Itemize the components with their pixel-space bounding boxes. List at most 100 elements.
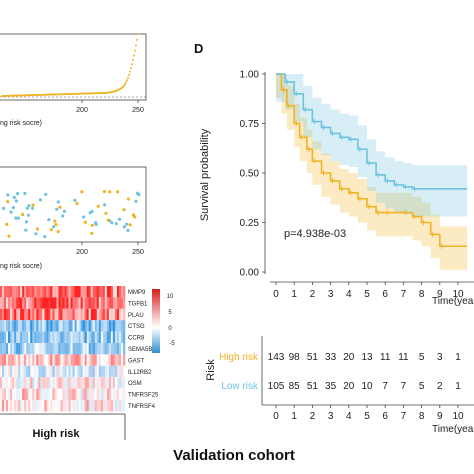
heatmap-cell (12, 400, 15, 412)
heatmap-cell (28, 365, 31, 378)
heatmap-cell (100, 354, 104, 366)
panel-d-label: D (194, 41, 203, 56)
heatmap-cell (60, 320, 63, 332)
heatmap-cell (90, 354, 94, 366)
heatmap-cell (32, 365, 35, 378)
heatmap-cell (110, 286, 114, 298)
heatmap-cell (92, 343, 96, 355)
status-dot (21, 212, 25, 217)
heatmap-cell (100, 320, 104, 332)
heatmap-cell (112, 354, 116, 366)
heatmap-cell (62, 308, 65, 321)
km-x-tick-label: 5 (364, 289, 370, 300)
status-dot (82, 215, 86, 219)
heatmap-scale-bar (152, 289, 160, 353)
heatmap-cell (96, 365, 100, 378)
status-dot (44, 192, 48, 196)
heatmap-cell (44, 388, 47, 400)
risk-table-cell: 1 (455, 381, 461, 392)
heatmap-cell (42, 297, 45, 309)
heatmap-cell (6, 320, 9, 332)
risk-score-point (133, 54, 135, 57)
heatmap-cell (66, 400, 69, 412)
heatmap-cell (18, 400, 21, 412)
heatmap-cell (98, 365, 102, 378)
heatmap-cell (10, 331, 13, 343)
heatmap-cell (48, 377, 51, 389)
heatmap-cell (100, 343, 104, 355)
heatmap-cell (120, 286, 124, 298)
heatmap-cell (74, 331, 77, 343)
heatmap-cell (110, 331, 114, 343)
heatmap-cell (74, 308, 77, 321)
risk-score-point (125, 81, 127, 84)
heatmap-cell (18, 286, 21, 298)
heatmap-cell (34, 400, 37, 412)
heatmap-cell (64, 286, 67, 298)
status-dot (6, 200, 10, 204)
risk-table-cell: 98 (289, 352, 301, 363)
heatmap-cell (38, 400, 41, 412)
heatmap-cell (2, 331, 5, 343)
km-x-tick-label: 6 (382, 289, 388, 300)
heatmap-gene-label: CCR8 (128, 336, 145, 342)
heatmap-cell (62, 286, 65, 298)
heatmap-cell (80, 354, 83, 366)
heatmap-cell (92, 388, 96, 400)
heatmap-cell (122, 286, 126, 298)
heatmap-cell (28, 377, 31, 389)
heatmap-cell (26, 331, 29, 343)
heatmap-cell (122, 377, 126, 389)
heatmap-gene-label: PLAU (128, 313, 144, 319)
heatmap-cell (52, 331, 55, 343)
heatmap-cell (68, 297, 71, 309)
heatmap-cell (80, 308, 83, 321)
heatmap-cell (104, 286, 108, 298)
heatmap-cell (20, 297, 23, 309)
heatmap-cell (10, 308, 13, 321)
heatmap-cell (76, 400, 79, 412)
heatmap-cell (58, 286, 61, 298)
heatmap-cell (118, 354, 122, 366)
heatmap-cell (54, 343, 57, 355)
risk-table-x-tick-label: 10 (452, 411, 464, 422)
heatmap-cell (122, 343, 126, 355)
heatmap-cell (72, 286, 75, 298)
heatmap-cell (32, 297, 35, 309)
heatmap-cell (44, 377, 47, 389)
heatmap-cell (24, 297, 27, 309)
heatmap-cell (122, 354, 126, 366)
heatmap-cell (58, 354, 61, 366)
heatmap-cell (112, 297, 116, 309)
risk-table-cell: 11 (398, 352, 409, 363)
heatmap-cell (2, 354, 5, 366)
heatmap-cell (122, 297, 126, 309)
heatmap-cell (16, 377, 19, 389)
heatmap-cell (46, 400, 49, 412)
heatmap-cell (62, 400, 65, 412)
heatmap-cell (24, 343, 27, 355)
heatmap-cell (36, 320, 39, 332)
heatmap-cell (2, 343, 5, 355)
km-ylabel: Survival probability (199, 128, 211, 221)
heatmap-cell (68, 343, 71, 355)
heatmap-cell (42, 400, 45, 412)
heatmap-cell (32, 400, 35, 412)
risk-table-cell: 51 (307, 352, 319, 363)
heatmap-cell (54, 388, 57, 400)
heatmap-cell (66, 365, 69, 378)
risk-score-point (123, 84, 125, 87)
heatmap-cell (54, 377, 57, 389)
heatmap-cell (120, 388, 124, 400)
heatmap-cell (108, 343, 112, 355)
heatmap-cell (74, 297, 77, 309)
heatmap-cell (92, 377, 96, 389)
heatmap-cell (58, 320, 61, 332)
heatmap-cell (0, 343, 3, 355)
heatmap-cell (46, 343, 49, 355)
heatmap-cell (92, 320, 96, 332)
heatmap-cell (94, 308, 98, 321)
heatmap-cell (120, 297, 124, 309)
heatmap-cell (12, 388, 15, 400)
heatmap-cell (30, 354, 33, 366)
